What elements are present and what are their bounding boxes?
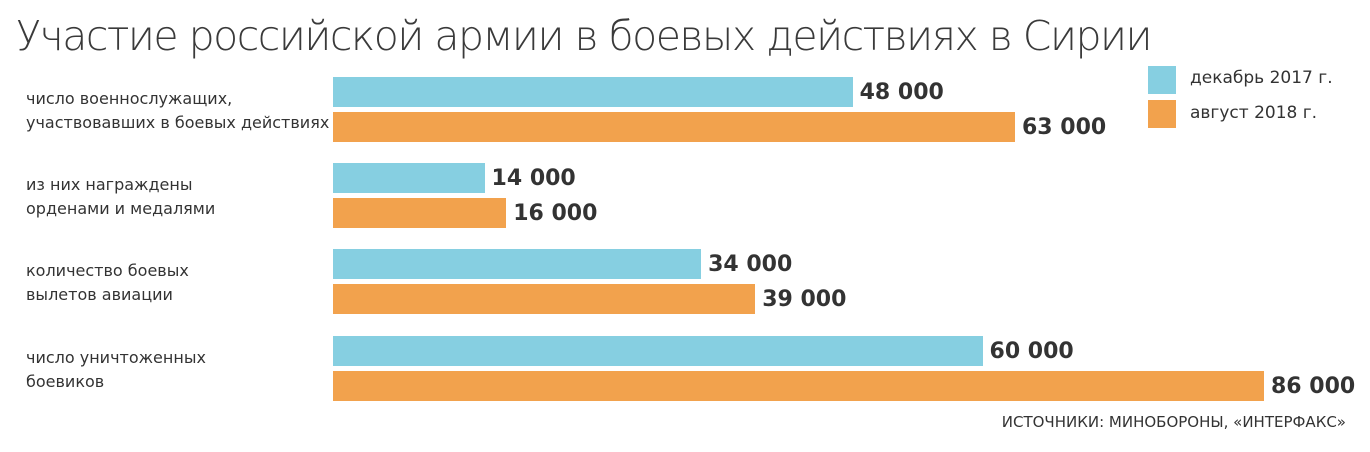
data-label: 86 000 — [1271, 374, 1356, 399]
data-label: 34 000 — [708, 252, 793, 277]
legend-swatch-dec-2017 — [1148, 66, 1176, 94]
data-label: 16 000 — [513, 201, 598, 226]
legend-label-dec-2017: декабрь 2017 г. — [1190, 68, 1333, 88]
bar — [333, 284, 756, 314]
data-label: 14 000 — [491, 166, 576, 191]
bar — [333, 163, 485, 193]
bar — [333, 249, 702, 279]
category-label: из них награждены орденами и медалями — [26, 175, 216, 218]
category-label: число уничтоженных боевиков — [26, 348, 206, 391]
chart-title: Участие российской армии в боевых действ… — [16, 12, 1152, 60]
bar — [333, 112, 1015, 142]
category-label: число военнослужащих, участвовавших в бо… — [26, 89, 330, 132]
data-label: 48 000 — [859, 80, 944, 105]
bar — [333, 77, 853, 107]
bar — [333, 371, 1264, 401]
data-label: 39 000 — [762, 287, 847, 312]
source-note: ИСТОЧНИКИ: МИНОБОРОНЫ, «ИНТЕРФАКС» — [1001, 413, 1346, 431]
bar — [333, 198, 507, 228]
data-label: 63 000 — [1022, 115, 1107, 140]
legend-label-aug-2018: август 2018 г. — [1190, 103, 1318, 123]
category-label: количество боевых вылетов авиации — [26, 261, 189, 304]
bar — [333, 336, 983, 366]
legend-swatch-aug-2018 — [1148, 100, 1176, 128]
data-label: 60 000 — [989, 339, 1074, 364]
